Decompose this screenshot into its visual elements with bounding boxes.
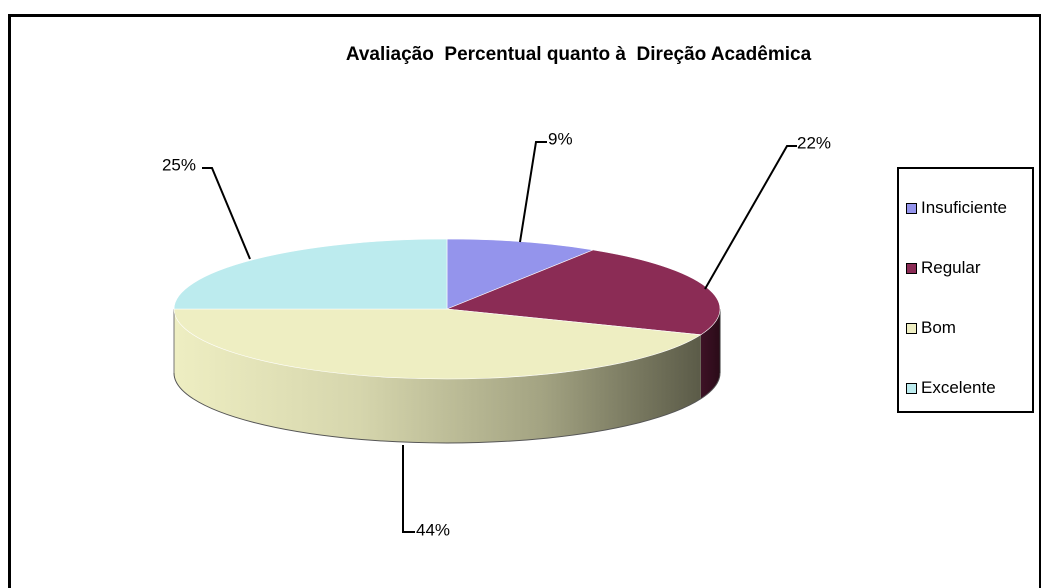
leader-line-regular bbox=[704, 145, 797, 290]
pie-data-labels: 9% 22% 44% 25% bbox=[162, 129, 831, 539]
pie-side-bom bbox=[174, 309, 701, 443]
data-label-excelente: 25% bbox=[162, 155, 196, 174]
pie-slice-bom bbox=[173, 308, 702, 380]
pie-bottom-edge bbox=[173, 372, 721, 444]
legend-item-bom: Bom bbox=[906, 316, 956, 340]
legend-swatch bbox=[906, 382, 917, 394]
leader-line-insuficiente bbox=[519, 141, 547, 243]
legend-swatch bbox=[906, 262, 917, 274]
legend-swatch bbox=[906, 202, 917, 214]
leader-line-bom bbox=[402, 445, 415, 533]
chart-title: Avaliação Percentual quanto à Direção Ac… bbox=[345, 44, 812, 65]
legend-label: Excelente bbox=[921, 378, 996, 397]
legend-label: Insuficiente bbox=[921, 198, 1007, 217]
legend-item-excelente: Excelente bbox=[906, 376, 996, 400]
data-label-regular: 22% bbox=[797, 133, 831, 152]
data-label-bom: 44% bbox=[416, 520, 450, 539]
leader-line-excelente bbox=[202, 167, 251, 260]
legend-swatch bbox=[906, 322, 917, 334]
legend-label: Regular bbox=[921, 258, 981, 277]
pie-slices bbox=[173, 238, 721, 380]
pie-slice-insuficiente bbox=[446, 238, 595, 310]
legend-item-regular: Regular bbox=[906, 256, 981, 280]
pie-slice-excelente bbox=[173, 238, 448, 310]
data-label-insuficiente: 9% bbox=[548, 129, 573, 148]
pie-leader-lines bbox=[202, 141, 797, 533]
legend-item-insuficiente: Insuficiente bbox=[906, 196, 1007, 220]
legend: Insuficiente Regular Bom Excelente bbox=[897, 167, 1034, 413]
legend-label: Bom bbox=[921, 318, 956, 337]
